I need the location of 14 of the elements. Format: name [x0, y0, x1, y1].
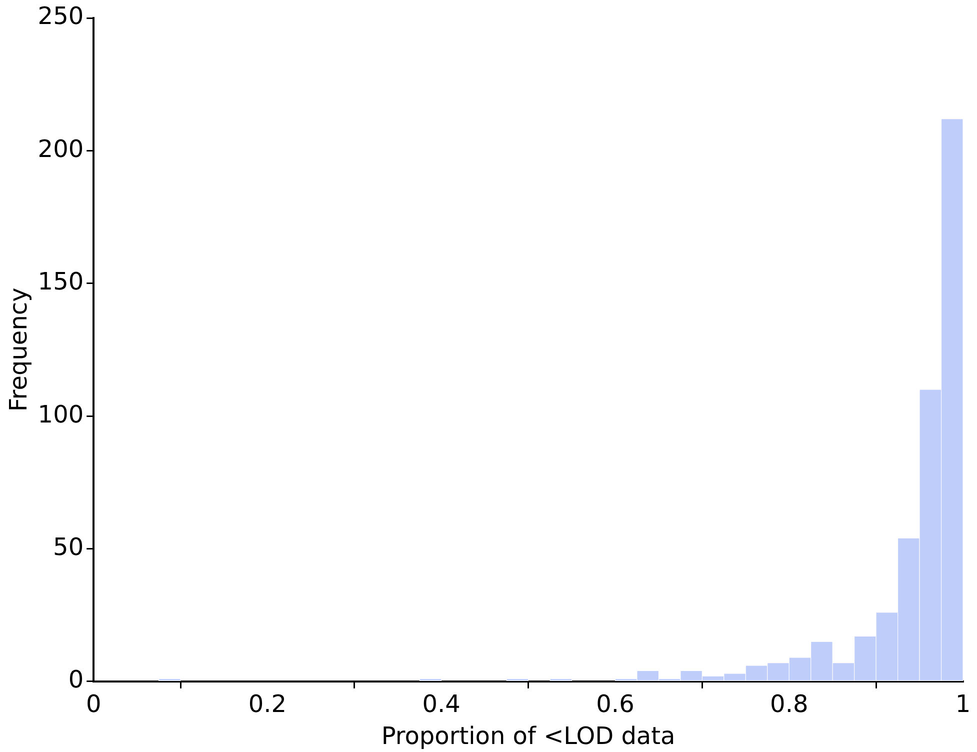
- y-tick-label: 100: [38, 400, 84, 428]
- y-axis-title: Frequency: [4, 288, 33, 412]
- y-tick-label: 50: [53, 532, 84, 561]
- x-tick-label: 0.6: [596, 690, 634, 718]
- x-tick-label: 0.4: [422, 690, 460, 718]
- y-tick-label: 0: [68, 666, 84, 694]
- y-tick-label: 200: [38, 134, 84, 163]
- x-tick-label: 0.8: [770, 690, 808, 718]
- x-tick-label: 0: [86, 690, 102, 718]
- y-tick-label: 150: [38, 268, 84, 296]
- y-tick-label: 250: [38, 2, 84, 30]
- x-axis-title: Proportion of <LOD data: [381, 722, 676, 750]
- x-tick-label: 0.2: [248, 690, 287, 718]
- x-tick-label: 1: [955, 690, 971, 718]
